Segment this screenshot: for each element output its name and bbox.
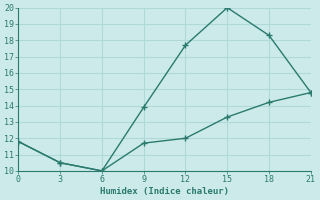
X-axis label: Humidex (Indice chaleur): Humidex (Indice chaleur) [100,187,229,196]
